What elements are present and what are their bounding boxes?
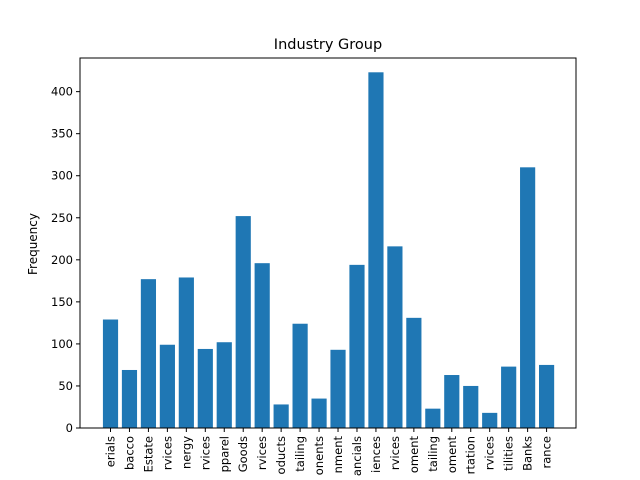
bar [463,385,479,428]
bar [311,398,327,428]
y-tick-label: 400 [51,85,73,99]
bars-layer [102,72,555,429]
bar [235,216,251,428]
y-tick-label: 200 [51,253,73,267]
x-tick-label: pparel [217,436,231,472]
bar [140,279,157,428]
x-tick-label: bacco [122,436,136,470]
x-tick-label: onents [312,436,326,475]
x-tick-label: tailing [293,436,307,472]
bar [102,319,119,428]
bar [501,366,517,428]
bar [159,344,175,428]
x-axis: erials bacco Estate rvices nergy rvices pparel… [104,428,554,476]
x-tick-label: oment [407,436,421,474]
y-axis: 0 50 100 150 200 250 300 350 400 [51,85,80,435]
bar [520,167,536,428]
bar [444,375,460,428]
x-tick-label: ancials [350,436,364,476]
y-tick-label: 300 [51,169,73,183]
x-tick-label: nment [331,436,345,474]
bar [368,72,384,429]
x-tick-label: erials [104,436,118,467]
bar [406,317,422,428]
bar [539,364,555,428]
x-tick-label: nergy [179,436,193,469]
bar [273,404,289,428]
bar [292,323,308,428]
bar [387,246,403,428]
bar [121,369,138,428]
y-tick-label: 350 [51,127,73,141]
x-tick-label: tailing [426,436,440,472]
bar [178,277,194,428]
bar [482,412,498,428]
bar [197,348,213,428]
y-tick-label: 0 [66,421,73,435]
bar [330,349,346,428]
x-tick-label: rvices [483,436,497,470]
x-tick-label: Goods [236,436,250,472]
x-tick-label: rtation [464,436,478,474]
x-tick-label: rvices [388,436,402,470]
x-tick-label: tilities [502,436,516,471]
y-tick-label: 150 [51,295,73,309]
plot-frame [79,57,577,429]
x-tick-label: rvices [160,436,174,470]
bar [216,342,232,428]
x-tick-label: oment [445,436,459,474]
x-tick-label: rvices [198,436,212,470]
bar [425,408,441,428]
x-tick-label: Estate [141,436,155,472]
x-tick-label: iences [369,436,383,473]
chart-title: Industry Group [274,37,382,53]
bar [254,263,270,428]
x-tick-label: oducts [274,436,288,474]
y-tick-label: 50 [58,379,73,393]
x-tick-label: Banks [521,436,535,471]
y-tick-label: 250 [51,211,73,225]
bar [349,264,365,428]
y-tick-label: 100 [51,337,73,351]
y-axis-label: Frequency [26,213,40,275]
x-tick-label: rance [540,436,554,468]
x-tick-label: rvices [255,436,269,470]
